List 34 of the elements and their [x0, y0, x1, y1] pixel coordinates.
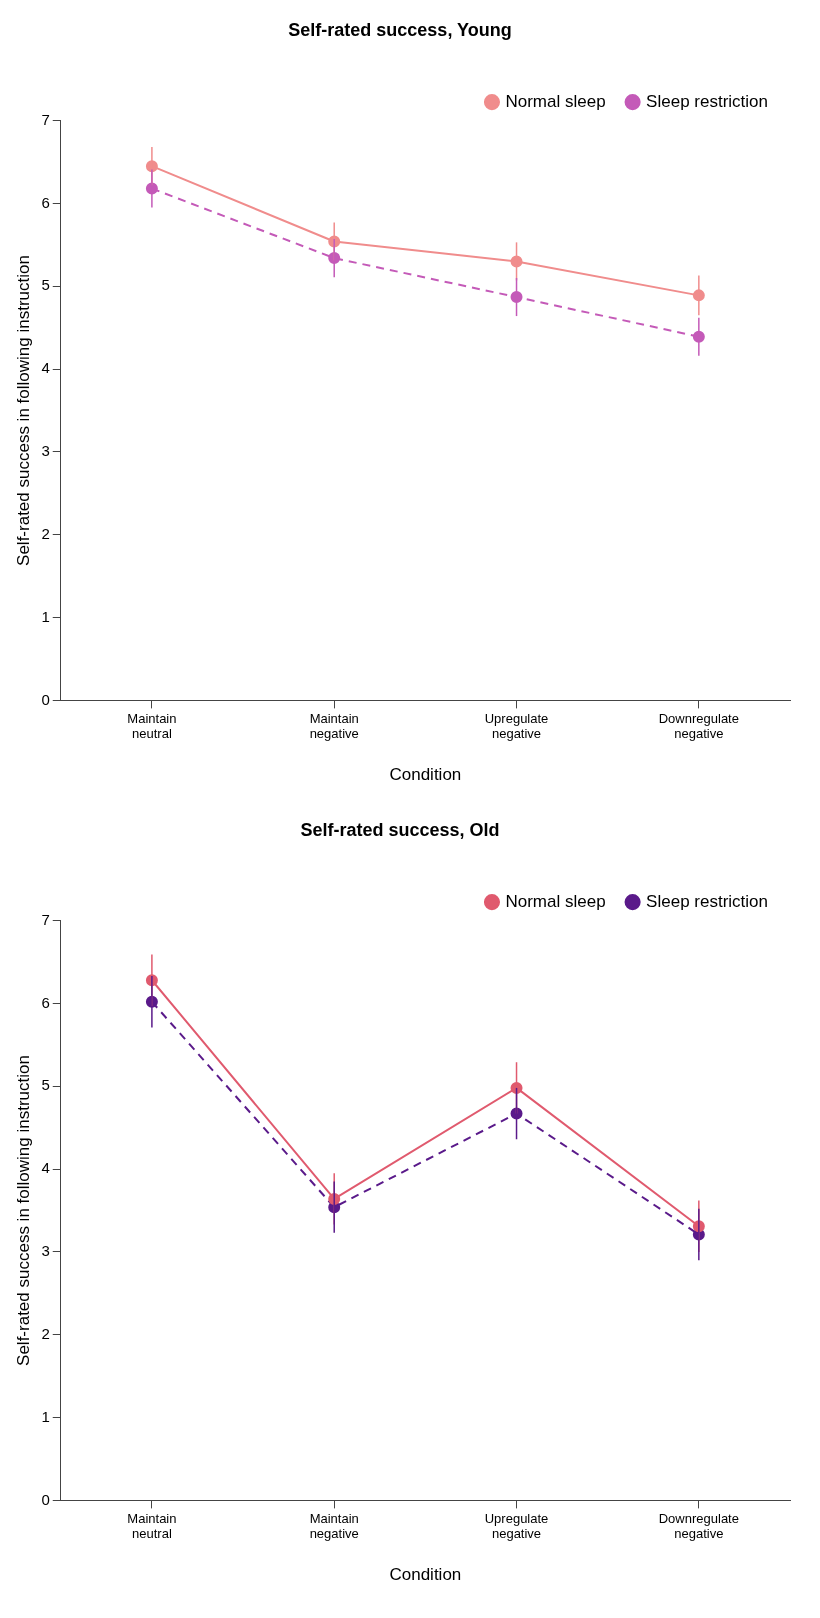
x-tick-label: Maintain negative — [309, 710, 359, 742]
x-tick-label: Maintain neutral — [127, 710, 177, 742]
chart-title: Self-rated success, Young — [288, 19, 512, 40]
y-tick-label: 3 — [41, 442, 50, 460]
y-tick-label: 7 — [41, 110, 50, 128]
y-tick-label: 1 — [41, 1407, 50, 1425]
x-axis-title: Condition — [389, 1565, 462, 1585]
legend-label: Sleep restriction — [646, 91, 768, 111]
x-tick-label: Upregulate negative — [484, 1510, 549, 1542]
y-tick-label: 6 — [41, 193, 50, 211]
legend-label: Normal sleep — [505, 91, 606, 111]
y-axis-title: Self-rated success in following instruction — [13, 1055, 33, 1366]
x-tick-label: Downregulate negative — [658, 710, 739, 742]
x-axis-title: Condition — [389, 765, 462, 785]
y-axis-title: Self-rated success in following instruction — [13, 255, 33, 566]
y-tick-label: 2 — [41, 1324, 50, 1342]
y-tick-label: 3 — [41, 1242, 50, 1260]
y-tick-label: 0 — [41, 690, 50, 708]
legend-label: Normal sleep — [505, 891, 606, 911]
x-tick-label: Maintain negative — [309, 1510, 359, 1542]
y-tick-label: 4 — [41, 359, 50, 377]
y-tick-label: 1 — [41, 607, 50, 625]
y-tick-label: 0 — [41, 1490, 50, 1508]
legend-label: Sleep restriction — [646, 891, 768, 911]
chart-title: Self-rated success, Old — [300, 819, 500, 840]
x-tick-label: Upregulate negative — [484, 710, 549, 742]
x-tick-label: Downregulate negative — [658, 1510, 739, 1542]
y-tick-label: 6 — [41, 993, 50, 1011]
y-tick-label: 4 — [41, 1159, 50, 1177]
y-tick-label: 5 — [41, 276, 50, 294]
y-tick-label: 5 — [41, 1076, 50, 1094]
y-tick-label: 7 — [41, 910, 50, 928]
y-tick-label: 2 — [41, 524, 50, 542]
x-tick-label: Maintain neutral — [127, 1510, 177, 1542]
